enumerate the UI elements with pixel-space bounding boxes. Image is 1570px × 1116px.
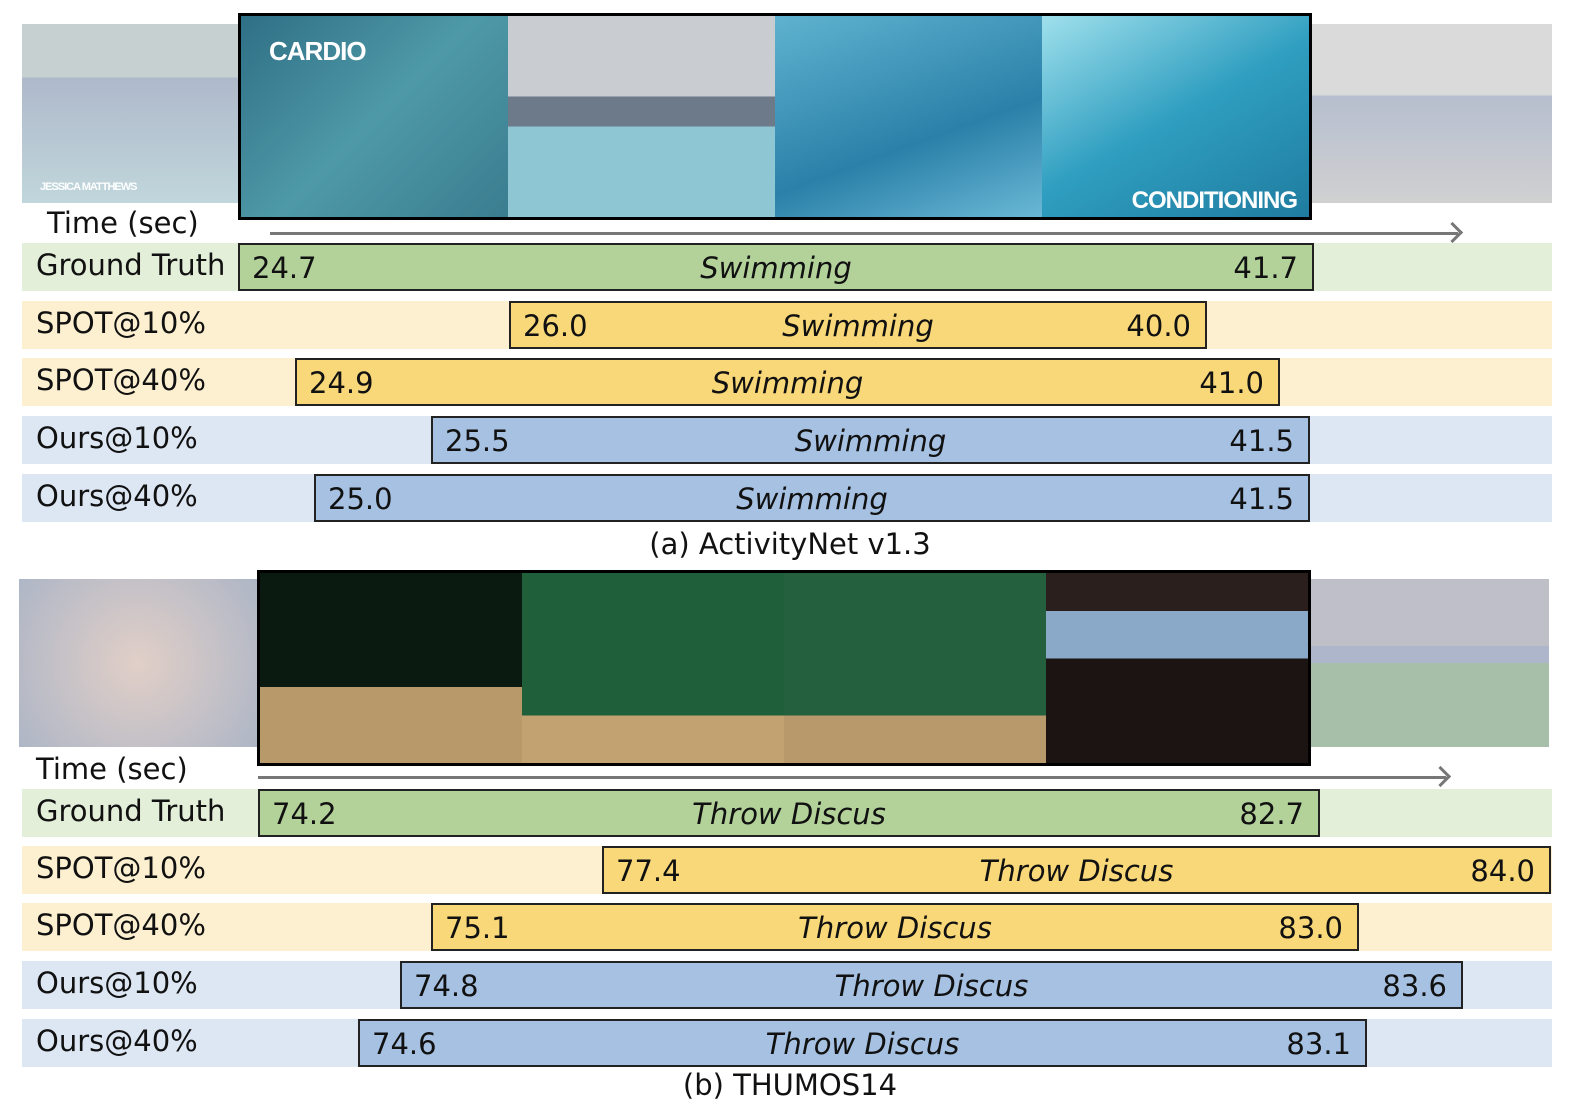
video-frames-strip [257, 570, 1311, 766]
segment-bar: 77.4 Throw Discus 84.0 [602, 846, 1551, 894]
video-frame [260, 573, 522, 763]
segment-bar: 25.5 Swimming 41.5 [431, 416, 1310, 464]
segment-bar: 74.6 Throw Discus 83.1 [358, 1019, 1367, 1067]
time-axis-label: Time (sec) [36, 752, 188, 786]
segment-start: 24.7 [252, 251, 317, 285]
segment-start: 25.5 [445, 424, 510, 458]
segment-bar: 24.7 Swimming 41.7 [238, 243, 1314, 291]
segment-action-label: Throw Discus [834, 969, 1029, 1003]
segment-end: 84.0 [1470, 854, 1535, 888]
video-frames-strip: CARDIO CONDITIONING [238, 13, 1312, 220]
segment-bar: 25.0 Swimming 41.5 [314, 474, 1310, 522]
video-frame-after [1311, 579, 1549, 747]
panel-caption: (b) THUMOS14 [682, 1068, 898, 1102]
row-label: SPOT@40% [36, 908, 206, 942]
row-label: Ours@40% [36, 479, 198, 513]
segment-end: 41.5 [1229, 424, 1294, 458]
row-label: Ours@40% [36, 1024, 198, 1058]
row-label: Ours@10% [36, 966, 198, 1000]
segment-start: 77.4 [616, 854, 681, 888]
segment-action-label: Swimming [711, 366, 864, 400]
frame-overlay-text: JESSICA MATTHEWS [40, 181, 137, 193]
video-frame [508, 16, 775, 217]
row-label: SPOT@40% [36, 363, 206, 397]
video-frame: CONDITIONING [1042, 16, 1309, 217]
frame-overlay-text: CONDITIONING [1131, 187, 1298, 214]
segment-action-label: Swimming [700, 251, 852, 285]
row-label: Ground Truth [36, 794, 226, 828]
segment-end: 41.7 [1233, 251, 1298, 285]
row-label: SPOT@10% [36, 306, 206, 340]
segment-start: 25.0 [328, 482, 393, 516]
segment-bar: 75.1 Throw Discus 83.0 [431, 903, 1359, 951]
segment-bar: 74.2 Throw Discus 82.7 [258, 789, 1320, 837]
row-label: SPOT@10% [36, 851, 206, 885]
segment-end: 82.7 [1239, 797, 1304, 831]
panel-caption: (a) ActivityNet v1.3 [649, 527, 931, 561]
segment-action-label: Throw Discus [765, 1027, 960, 1061]
video-frame-after [1312, 24, 1552, 203]
segment-start: 74.2 [272, 797, 337, 831]
segment-end: 40.0 [1126, 309, 1191, 343]
segment-start: 74.8 [414, 969, 479, 1003]
segment-action-label: Swimming [794, 424, 947, 458]
segment-bar: 26.0 Swimming 40.0 [509, 301, 1207, 349]
segment-action-label: Swimming [782, 309, 934, 343]
segment-start: 75.1 [445, 911, 510, 945]
video-frame-before [19, 579, 257, 747]
segment-end: 41.0 [1199, 366, 1264, 400]
row-label: Ours@10% [36, 421, 198, 455]
segment-bar: 24.9 Swimming 41.0 [295, 358, 1280, 406]
segment-end: 83.6 [1382, 969, 1447, 1003]
segment-end: 83.1 [1286, 1027, 1351, 1061]
time-axis-arrow [270, 232, 1458, 235]
segment-action-label: Throw Discus [979, 854, 1174, 888]
segment-action-label: Throw Discus [798, 911, 992, 945]
video-frame [784, 573, 1046, 763]
segment-start: 24.9 [309, 366, 374, 400]
time-axis-label: Time (sec) [47, 206, 199, 240]
video-frame [1046, 573, 1308, 763]
segment-start: 74.6 [372, 1027, 437, 1061]
video-frame-before: JESSICA MATTHEWS [22, 24, 238, 203]
segment-end: 83.0 [1278, 911, 1343, 945]
segment-action-label: Throw Discus [692, 797, 886, 831]
frame-overlay-text: CARDIO [269, 36, 367, 66]
time-axis-arrow [258, 776, 1446, 779]
segment-start: 26.0 [523, 309, 588, 343]
segment-end: 41.5 [1229, 482, 1294, 516]
video-frame [775, 16, 1042, 217]
row-label: Ground Truth [36, 248, 226, 282]
video-frame [522, 573, 784, 763]
segment-action-label: Swimming [736, 482, 888, 516]
video-frame: CARDIO [241, 16, 508, 217]
segment-bar: 74.8 Throw Discus 83.6 [400, 961, 1463, 1009]
